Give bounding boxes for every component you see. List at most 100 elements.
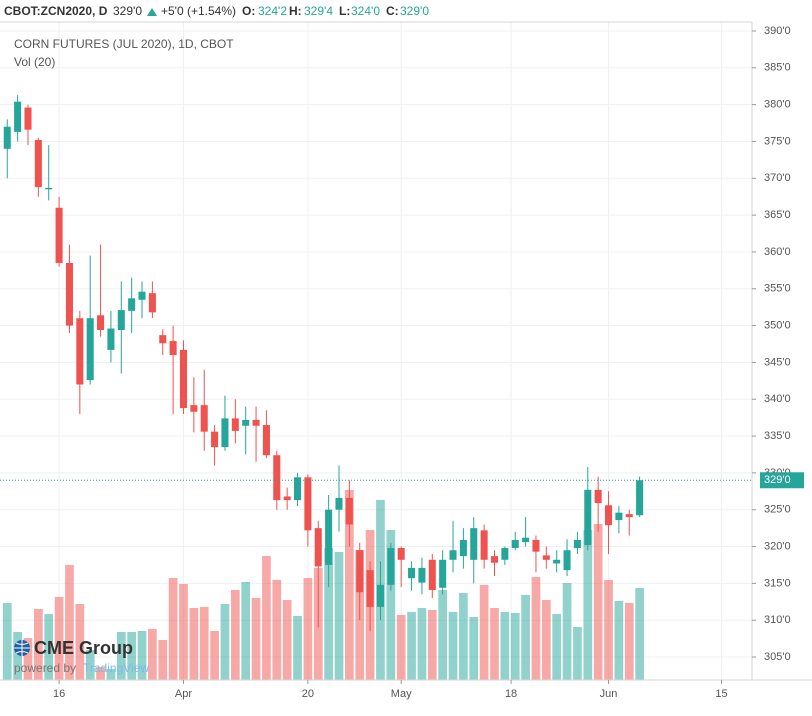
candle-body xyxy=(45,187,53,190)
volume-label: Vol (20) xyxy=(14,55,55,69)
logo: CME Group powered by TradingView xyxy=(14,638,149,675)
x-tick-label: 20 xyxy=(302,688,314,700)
volume-bar xyxy=(189,608,199,680)
volume-bar xyxy=(469,617,479,680)
candle-body xyxy=(262,425,270,456)
candle-body xyxy=(366,570,374,607)
open-label: O: xyxy=(242,4,255,18)
candle-body xyxy=(221,418,229,448)
volume-bar xyxy=(459,593,468,680)
candle-body xyxy=(490,556,499,563)
candle-body xyxy=(418,567,426,583)
y-tick-label: 305'0 xyxy=(764,651,791,663)
logo-brand: TradingView xyxy=(83,661,149,675)
candle-body xyxy=(148,293,156,313)
y-tick-label: 365'0 xyxy=(764,209,791,221)
candle-body xyxy=(252,419,260,426)
candle-body xyxy=(304,477,312,531)
volume-bar xyxy=(303,578,313,680)
high-value: 329'4 xyxy=(304,4,333,18)
candle-body xyxy=(200,405,208,432)
x-tick-label: May xyxy=(391,688,412,700)
logo-powered: powered by xyxy=(14,661,76,675)
candle-body xyxy=(594,489,602,504)
candle-body xyxy=(511,539,519,549)
y-tick-label: 360'0 xyxy=(764,246,791,258)
logo-name: CME Group xyxy=(34,638,133,658)
volume-bar xyxy=(386,530,396,680)
volume-bar xyxy=(417,608,427,680)
y-tick-label: 385'0 xyxy=(764,62,791,74)
plot-area xyxy=(0,22,752,680)
y-tick-label: 325'0 xyxy=(764,504,791,516)
volume-bar xyxy=(85,650,95,680)
candle-body xyxy=(24,107,32,130)
volume-bar xyxy=(427,610,437,680)
high-label: H: xyxy=(289,4,302,18)
y-tick-label: 380'0 xyxy=(764,99,791,111)
volume-bar xyxy=(438,590,448,680)
candle-body xyxy=(376,584,384,607)
volume-bar xyxy=(614,601,624,680)
x-tick-label: 16 xyxy=(53,688,65,700)
volume-bar xyxy=(106,669,116,680)
volume-bar xyxy=(137,631,147,680)
y-tick-label: 390'0 xyxy=(764,25,791,37)
last-price-tag xyxy=(760,472,804,489)
last: 329'0 xyxy=(113,4,142,18)
y-tick-label: 355'0 xyxy=(764,283,791,295)
volume-bar xyxy=(148,629,157,680)
volume-bar xyxy=(2,603,12,680)
y-tick-label: 310'0 xyxy=(764,614,791,626)
volume-bar xyxy=(23,638,33,680)
close-label: C: xyxy=(386,4,399,18)
candle-body xyxy=(314,528,322,567)
y-tick-label: 370'0 xyxy=(764,172,791,184)
candle-body xyxy=(563,550,571,571)
volume-bar xyxy=(54,597,64,680)
candle-body xyxy=(439,559,447,588)
volume-bar xyxy=(573,627,582,680)
volume-bar xyxy=(34,609,43,680)
volume-bar xyxy=(541,600,551,680)
volume-bar xyxy=(583,530,593,680)
symbol: CBOT:ZCN2020, D xyxy=(4,4,108,18)
candle-body xyxy=(283,496,291,501)
open-value: 324'2 xyxy=(258,4,287,18)
y-tick-label: 375'0 xyxy=(764,135,791,147)
candle-body xyxy=(459,539,467,557)
candle-body xyxy=(97,315,105,331)
volume-bar xyxy=(158,640,168,680)
candle-body xyxy=(449,550,457,560)
candle-body xyxy=(169,341,177,356)
candle-body xyxy=(615,512,623,521)
candle-body xyxy=(14,101,22,132)
candle-body xyxy=(470,528,478,560)
volume-bar xyxy=(127,632,137,680)
volume-bar xyxy=(116,632,126,680)
candle-body xyxy=(138,291,146,300)
volume-bar xyxy=(521,595,530,680)
volume-bar xyxy=(262,556,271,680)
volume-bar xyxy=(345,490,354,680)
candle-body xyxy=(335,497,343,510)
volume-bar xyxy=(293,616,302,680)
candle-body xyxy=(273,455,281,501)
y-tick-label: 315'0 xyxy=(764,577,791,589)
chart-title: CORN FUTURES (JUL 2020), 1D, CBOT xyxy=(14,37,234,51)
candle-body xyxy=(522,537,530,543)
volume-bar xyxy=(241,582,251,680)
low-value: 324'0 xyxy=(351,4,380,18)
candle-body xyxy=(76,318,84,385)
candle-body xyxy=(387,548,395,585)
candle-body xyxy=(211,431,219,448)
candle-body xyxy=(128,298,136,311)
volume-bar xyxy=(407,612,416,680)
header: CBOT:ZCN2020, D 329'0 +5'0 (+1.54%) O: 3… xyxy=(4,4,429,18)
volume-bar xyxy=(210,631,219,680)
candle-body xyxy=(55,207,63,263)
candle-body xyxy=(397,548,405,560)
volume-bar xyxy=(500,612,510,680)
